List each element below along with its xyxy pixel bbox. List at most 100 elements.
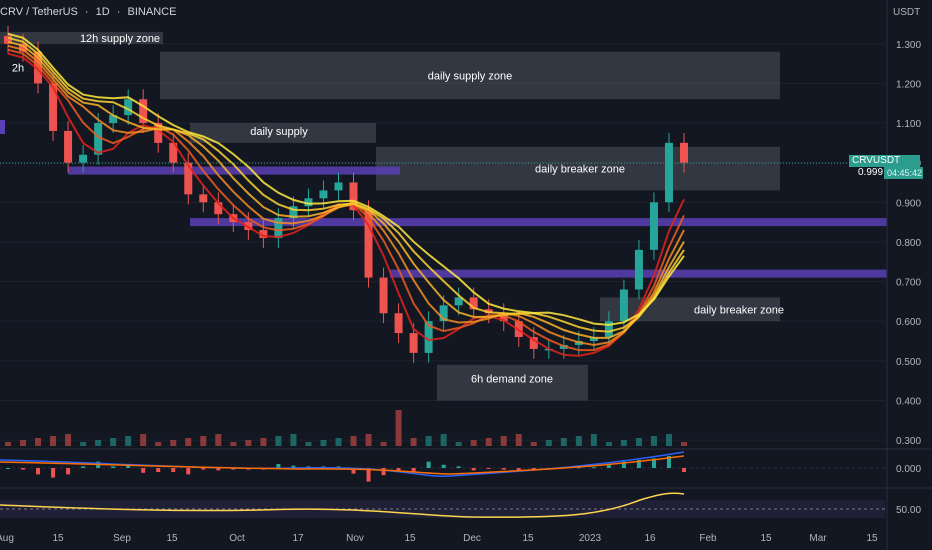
price-tick-label: 0.300: [896, 436, 921, 447]
volume-bar: [215, 434, 222, 446]
volume-bar: [275, 436, 282, 446]
time-tick-label: Feb: [699, 533, 717, 544]
time-tick-label: 17: [292, 533, 304, 544]
volume-bar: [245, 440, 252, 446]
volume-bar: [155, 442, 162, 446]
candle-body: [79, 154, 88, 163]
volume-bar: [665, 434, 672, 446]
volume-bar: [290, 434, 297, 446]
macd-histogram-bar: [231, 468, 236, 470]
time-tick-label: 15: [760, 533, 772, 544]
macd-histogram-bar: [21, 468, 26, 470]
candle-body: [529, 337, 538, 349]
macd-histogram-bar: [666, 456, 671, 468]
candle-body: [169, 142, 178, 163]
volume-bar: [365, 434, 372, 446]
candle-body: [289, 206, 298, 219]
rsi-band: [0, 500, 885, 518]
candle-body: [394, 313, 403, 334]
candle-body: [4, 35, 12, 44]
countdown-badge: 04:45:42: [884, 167, 923, 179]
candle-body: [439, 305, 448, 322]
macd-histogram-bar: [201, 468, 206, 470]
zone-label: daily supply: [250, 126, 308, 138]
volume-bar: [65, 434, 72, 446]
macd-histogram-bar: [171, 468, 176, 472]
volume-bar: [635, 438, 642, 446]
candle-body: [64, 130, 73, 163]
macd-histogram-bar: [126, 464, 131, 468]
zone-label: daily breaker zone: [535, 164, 625, 176]
zone-box: [437, 364, 588, 401]
time-tick-label: 15: [52, 533, 64, 544]
candle-body: [649, 202, 658, 250]
candle-body: [499, 313, 508, 322]
candle-body: [680, 142, 688, 163]
macd-histogram-bar: [156, 468, 161, 472]
volume-bar: [410, 438, 417, 446]
signal-line: [0, 455, 685, 475]
volume-bar: [560, 438, 567, 446]
macd-histogram-bar: [81, 466, 86, 468]
axis-unit[interactable]: USDT: [893, 7, 921, 18]
volume-bar: [5, 442, 11, 446]
candle-body: [469, 297, 478, 310]
macd-histogram-bar: [291, 465, 296, 468]
badge-symbol: CRVUSDT: [852, 155, 900, 166]
exchange: BINANCE: [127, 6, 177, 18]
macd-histogram-bar: [411, 468, 416, 472]
macd-histogram-bar: [276, 464, 281, 468]
time-tick-label: 15: [522, 533, 534, 544]
candle-body: [109, 115, 118, 124]
candle-body: [634, 249, 643, 290]
volume-bar: [50, 436, 57, 446]
rsi-tick-label: 50.00: [896, 505, 921, 516]
candle-body: [424, 321, 433, 353]
candle-body: [454, 297, 463, 306]
volume-bar: [170, 440, 177, 446]
candle-body: [619, 289, 628, 322]
volume-bar: [485, 438, 492, 446]
symbol-name[interactable]: CRV / TetherUS: [0, 6, 78, 18]
macd-histogram-bar: [381, 468, 386, 476]
macd-histogram-bar: [216, 468, 221, 471]
macd-histogram-bar: [426, 461, 431, 468]
candle-body: [214, 202, 223, 215]
candle-body: [319, 190, 328, 199]
interval[interactable]: 1D: [95, 6, 110, 18]
price-tick-label: 0.500: [896, 357, 921, 368]
time-tick-label: 15: [166, 533, 178, 544]
volume-bar: [80, 442, 87, 446]
price-tick-label: 0.400: [896, 396, 921, 407]
time-tick-label: Sep: [113, 533, 131, 544]
macd-histogram-bar: [51, 468, 56, 478]
price-tick-label: 1.100: [896, 119, 921, 130]
horizontal-level: [190, 218, 887, 227]
price-tick-label: 0.900: [896, 198, 921, 209]
candle-body: [379, 277, 388, 314]
candle-body: [184, 162, 193, 195]
volume-bar: [440, 434, 447, 446]
price-tick-label: 0.700: [896, 278, 921, 289]
volume-bar: [395, 410, 402, 446]
price-tick-label: 0.600: [896, 317, 921, 328]
volume-bar: [305, 442, 312, 446]
macd-histogram-bar: [441, 464, 446, 468]
volume-bar: [20, 440, 27, 446]
macd-histogram-bar: [396, 468, 401, 472]
horizontal-level: [68, 166, 400, 175]
volume-bar: [590, 434, 597, 446]
macd-histogram-bar: [351, 468, 356, 474]
zone-box: [376, 146, 780, 191]
candle-body: [589, 337, 598, 341]
volume-bar: [575, 436, 582, 446]
volume-bar: [230, 442, 237, 446]
last-price-badge: CRVUSDT 0.999: [849, 155, 920, 178]
macd-histogram-bar: [66, 468, 71, 475]
volume-bar: [620, 440, 627, 446]
candle-body: [199, 194, 208, 203]
time-tick-label: 15: [404, 533, 416, 544]
candle-body: [19, 43, 28, 52]
